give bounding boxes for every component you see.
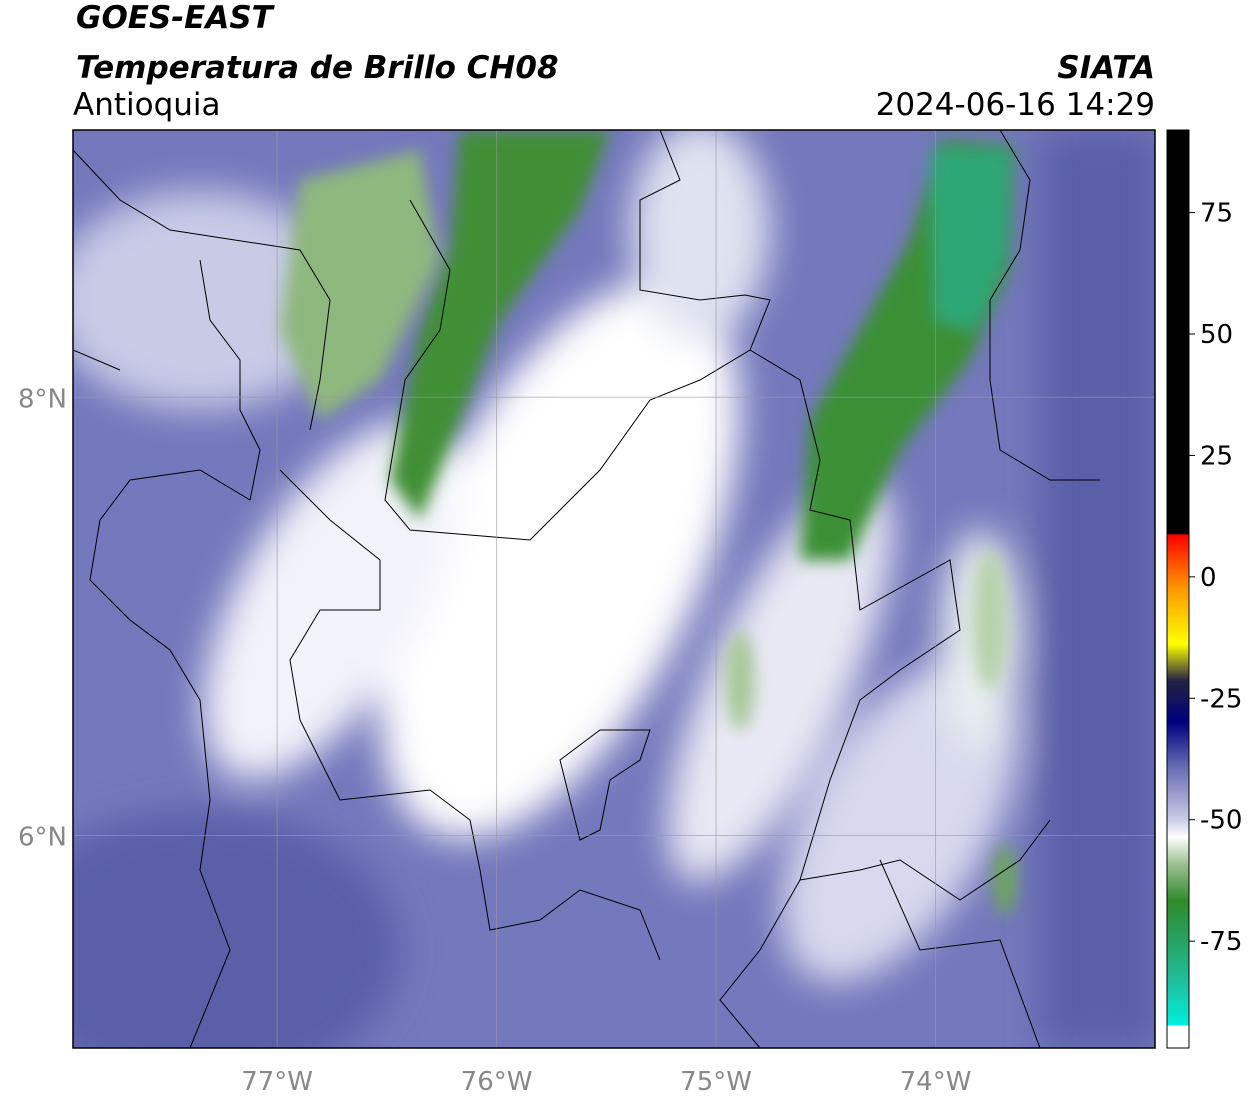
region: Antioquia — [73, 87, 221, 123]
organization: SIATA — [1057, 50, 1155, 86]
satellite-image — [73, 130, 1155, 1048]
colorbar — [1166, 129, 1190, 1049]
x-tick-label: 75°W — [680, 1067, 752, 1097]
colorbar-tick-label: 0 — [1200, 563, 1217, 593]
map-frame — [72, 129, 1156, 1049]
source: GOES-EAST — [76, 0, 276, 36]
x-tick-label: 77°W — [241, 1067, 313, 1097]
datetime: 2024-06-16 14:29 — [876, 87, 1155, 123]
x-tick-label: 74°W — [900, 1067, 972, 1097]
title: Temperatura de Brillo CH08 — [76, 50, 559, 86]
borders — [73, 130, 1100, 1048]
x-tick-label: 76°W — [461, 1067, 533, 1097]
colorbar-tick-label: -75 — [1200, 927, 1242, 957]
colorbar-tick-label: -50 — [1200, 806, 1242, 836]
colorbar-tick-label: -25 — [1200, 684, 1242, 714]
colorbar-tick-label: 50 — [1200, 320, 1233, 350]
y-tick-label: 6°N — [18, 822, 67, 852]
colorbar-tick-label: 25 — [1200, 441, 1233, 471]
y-tick-label: 8°N — [18, 384, 67, 414]
colorbar-tick-label: 75 — [1200, 199, 1233, 229]
